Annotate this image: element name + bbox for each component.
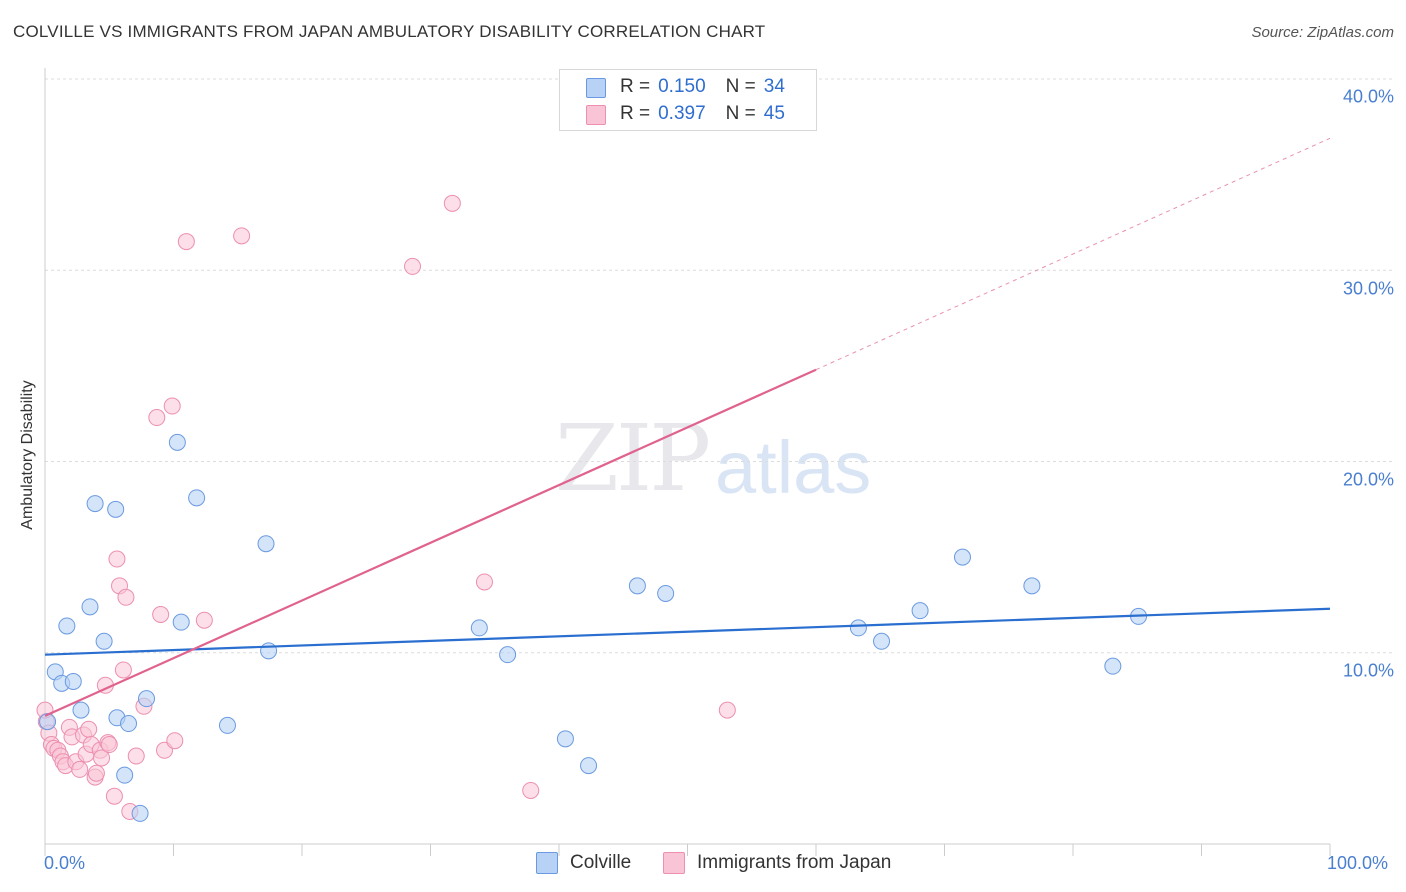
bottom-legend-japan: Immigrants from Japan: [663, 852, 891, 874]
legend-n-label: N =: [725, 103, 756, 124]
trendline-japan: [44, 368, 817, 717]
y-axis-label: Ambulatory Disability: [19, 380, 36, 530]
data-point-colville: [86, 495, 104, 513]
data-point-colville: [39, 713, 57, 731]
source-label: Source: ZipAtlas.com: [1251, 24, 1394, 41]
data-point-colville: [188, 489, 206, 507]
data-point-japan: [108, 550, 126, 568]
data-point-japan: [443, 194, 461, 212]
legend-n-label: N =: [725, 76, 756, 97]
legend-row-colville: R = 0.150 N = 34: [586, 75, 785, 99]
data-point-japan: [233, 227, 251, 245]
data-point-japan: [71, 760, 89, 778]
data-point-colville: [628, 577, 646, 595]
data-point-japan: [404, 257, 422, 275]
data-point-japan: [100, 736, 118, 754]
legend-n-value: 34: [763, 76, 785, 97]
correlation-legend: R = 0.150 N = 34 R = 0.397 N = 45: [559, 69, 817, 131]
data-point-japan: [163, 397, 181, 415]
bottom-legend-label-colville: Colville: [570, 852, 632, 873]
bottom-legend-swatch-japan: [663, 852, 685, 874]
data-point-japan: [87, 764, 105, 782]
data-point-japan: [177, 233, 195, 251]
data-point-colville: [580, 757, 598, 775]
y-tick-label-30: 30.0%: [1342, 278, 1394, 299]
data-point-colville: [470, 619, 488, 637]
data-point-colville: [58, 617, 76, 635]
data-point-colville: [1023, 577, 1041, 595]
legend-swatch-japan: [586, 105, 606, 125]
bottom-legend-colville: Colville: [536, 852, 631, 874]
data-point-japan: [148, 409, 166, 427]
data-point-colville: [107, 500, 125, 518]
legend-swatch-colville: [586, 78, 606, 98]
data-point-colville: [873, 632, 891, 650]
legend-r-value: 0.397: [658, 103, 706, 124]
legend-r-label: R =: [620, 76, 651, 97]
trendline-colville: [44, 607, 1331, 656]
data-point-japan: [195, 611, 213, 629]
x-tick-label-min: 0.0%: [44, 853, 86, 873]
data-point-japan: [127, 747, 145, 765]
data-point-colville: [72, 701, 90, 719]
data-point-colville: [657, 584, 675, 602]
data-point-japan: [166, 732, 184, 750]
data-point-japan: [93, 749, 111, 767]
legend-r-label: R =: [620, 103, 651, 124]
data-point-colville: [849, 619, 867, 637]
data-point-colville: [172, 613, 190, 631]
data-point-colville: [168, 433, 186, 451]
watermark-zip: ZIP: [555, 405, 711, 512]
y-tick-label-10: 10.0%: [1342, 660, 1394, 681]
data-point-colville: [1104, 657, 1122, 675]
data-point-colville: [953, 548, 971, 566]
data-point-colville: [257, 535, 275, 553]
data-point-colville: [116, 766, 134, 784]
y-tick-label-40: 40.0%: [1342, 86, 1394, 107]
data-point-colville: [81, 598, 99, 616]
data-point-colville: [138, 690, 156, 708]
watermark-atlas: atlas: [715, 426, 872, 509]
data-point-colville: [95, 632, 113, 650]
legend-row-japan: R = 0.397 N = 45: [586, 102, 785, 126]
data-point-japan: [522, 781, 540, 799]
data-point-japan: [80, 720, 98, 738]
data-point-japan: [105, 787, 123, 805]
data-point-colville: [260, 642, 278, 660]
legend-r-value: 0.150: [658, 76, 706, 97]
legend-n-value: 45: [763, 103, 785, 124]
bottom-legend-label-japan: Immigrants from Japan: [697, 852, 892, 873]
chart-title: COLVILLE VS IMMIGRANTS FROM JAPAN AMBULA…: [13, 22, 766, 41]
data-point-colville: [131, 804, 149, 822]
bottom-legend-swatch-colville: [536, 852, 558, 874]
y-tick-label-20: 20.0%: [1342, 469, 1394, 490]
data-point-japan: [718, 701, 736, 719]
data-point-colville: [64, 672, 82, 690]
data-point-colville: [556, 730, 574, 748]
data-point-colville: [120, 715, 138, 733]
trendline-japan-extension: [815, 137, 1331, 371]
data-point-colville: [911, 602, 929, 620]
data-point-japan: [114, 661, 132, 679]
data-point-japan: [152, 606, 170, 623]
data-point-japan: [475, 573, 493, 591]
data-point-japan: [117, 588, 135, 606]
data-point-colville: [499, 646, 517, 664]
x-tick-label-max: 100.0%: [1327, 853, 1389, 873]
data-point-colville: [218, 716, 236, 734]
